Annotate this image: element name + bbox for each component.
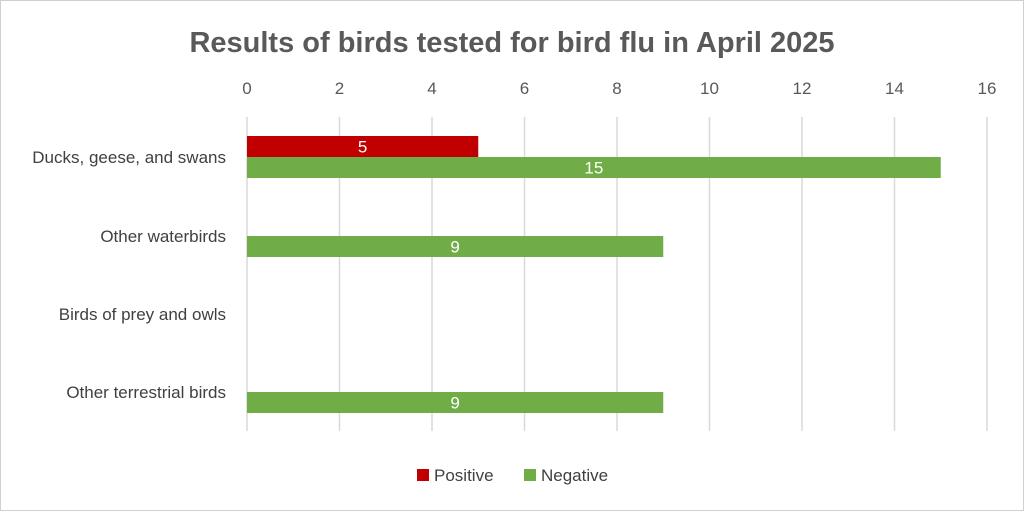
- legend-swatch-negative: [524, 469, 536, 481]
- legend: Positive Negative: [417, 466, 608, 485]
- x-tick-label: 8: [612, 79, 621, 98]
- data-label-negative-3: 9: [450, 394, 459, 413]
- x-tick-label: 12: [793, 79, 812, 98]
- data-label-negative-1: 9: [450, 238, 459, 257]
- x-tick-label: 0: [242, 79, 251, 98]
- category-label: Birds of prey and owls: [59, 305, 226, 324]
- x-tick-label: 6: [520, 79, 529, 98]
- category-label: Other waterbirds: [100, 227, 226, 246]
- legend-label-negative: Negative: [541, 466, 608, 485]
- x-tick-label: 2: [335, 79, 344, 98]
- legend-label-positive: Positive: [434, 466, 494, 485]
- bars: [247, 136, 941, 413]
- data-label-positive-0: 5: [358, 138, 367, 157]
- bar-negative-3: [247, 392, 664, 413]
- x-tick-label: 14: [885, 79, 904, 98]
- bar-negative-0: [247, 157, 941, 178]
- bar-positive-0: [247, 136, 479, 157]
- x-tick-label: 4: [427, 79, 436, 98]
- category-labels: Ducks, geese, and swans Other waterbirds B…: [32, 148, 226, 402]
- bar-negative-1: [247, 236, 664, 257]
- x-tick-label: 10: [700, 79, 719, 98]
- data-label-negative-0: 15: [584, 159, 603, 178]
- category-label: Ducks, geese, and swans: [32, 148, 226, 167]
- category-label: Other terrestrial birds: [66, 383, 226, 402]
- x-tick-label: 16: [978, 79, 997, 98]
- chart-title: Results of birds tested for bird flu in …: [189, 27, 834, 59]
- data-labels: 5 15 9 9: [358, 138, 603, 413]
- x-axis-ticks: 0 2 4 6 8 10 12 14 16: [242, 79, 996, 98]
- legend-swatch-positive: [417, 469, 429, 481]
